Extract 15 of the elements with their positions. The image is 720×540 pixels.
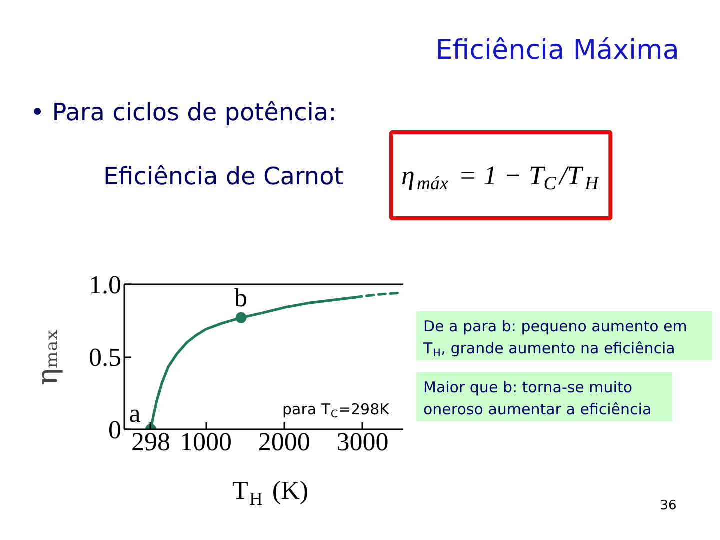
x-tick-label: 1000 xyxy=(180,428,232,456)
x-tick-label: 298 xyxy=(131,428,170,456)
text: Maior que b: torna-se muito oneroso aumentar a eficiência xyxy=(424,378,652,418)
y-axis-title: ηₘₐₓ xyxy=(31,328,64,386)
annotation: b xyxy=(234,283,248,312)
y-tick-label: 1.0 xyxy=(89,270,122,300)
text: Eficiência de Carnot xyxy=(104,162,344,190)
annotation: a xyxy=(129,399,142,428)
y-tick-label: 0 xyxy=(108,416,122,444)
text: Eficiência Máxima xyxy=(436,35,680,66)
chart-subtitle: • Para ciclos de potência: xyxy=(30,98,337,126)
x-tick-label: 3000 xyxy=(336,428,389,456)
y-tick-label: 0.5 xyxy=(89,343,122,372)
x-tick-label: 2000 xyxy=(258,428,310,456)
text: 36 xyxy=(660,498,677,514)
